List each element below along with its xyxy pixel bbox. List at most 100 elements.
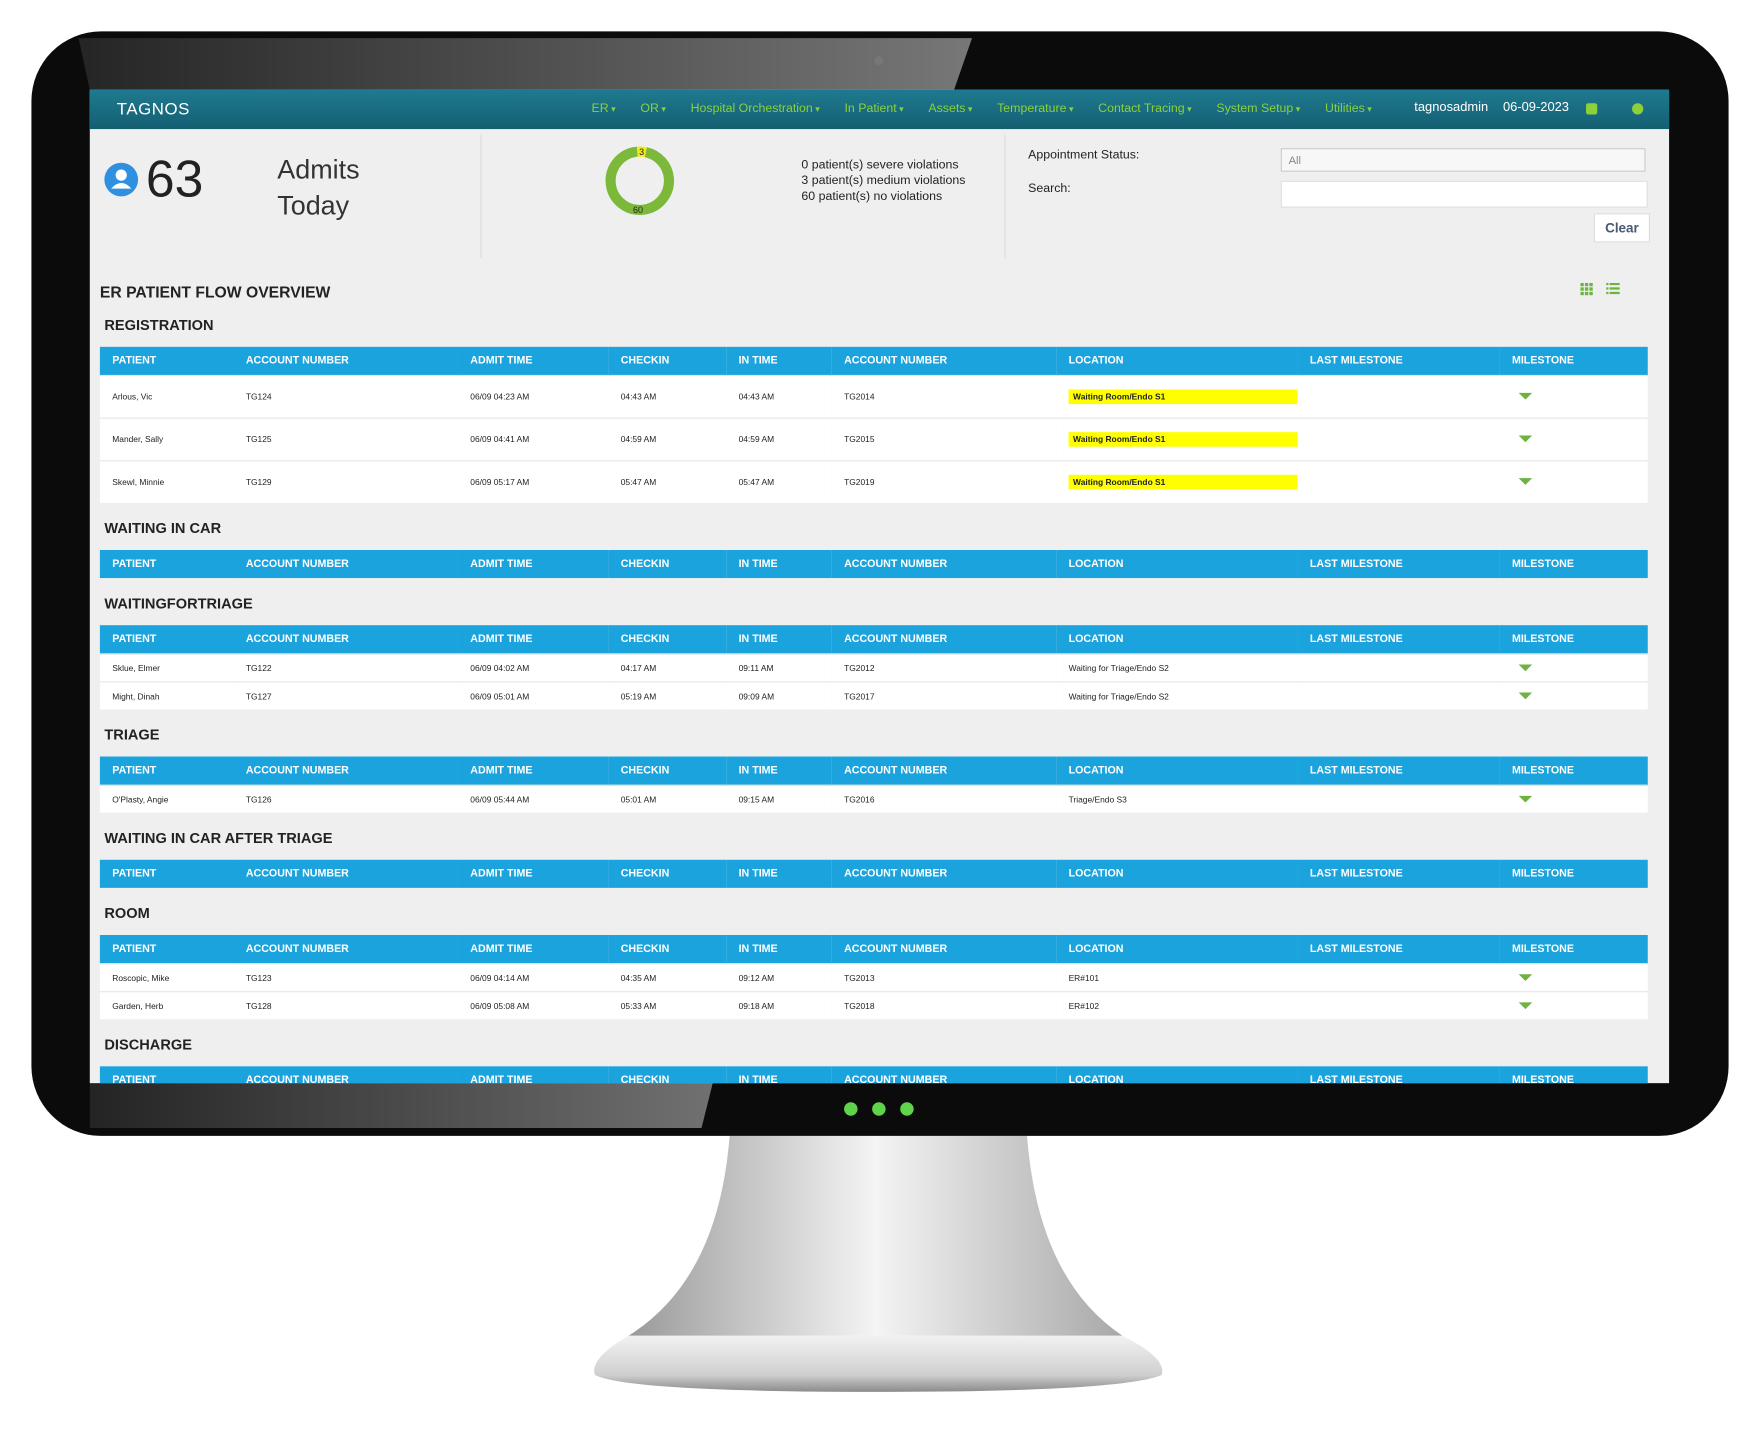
- column-header: IN TIME: [726, 550, 832, 579]
- milestone-toggle[interactable]: [1518, 1001, 1533, 1009]
- section-heading: WAITINGFORTRIAGE: [104, 594, 253, 612]
- led: [844, 1102, 858, 1116]
- status-select[interactable]: All: [1280, 148, 1646, 172]
- column-header: MILESTONE: [1499, 859, 1648, 888]
- patient-row[interactable]: O'Plasty, Angie TG126 06/09 05:44 AM 05:01 …: [99, 784, 1648, 813]
- cell: 04:59 AM: [726, 417, 832, 461]
- column-header: LAST MILESTONE: [1297, 625, 1500, 654]
- milestone-toggle[interactable]: [1518, 392, 1533, 400]
- column-header: ADMIT TIME: [457, 859, 609, 888]
- cell: 06/09 05:01 AM: [457, 681, 609, 710]
- cell: Roscopic, Mike: [99, 963, 234, 992]
- menu-item[interactable]: Utilities: [1325, 102, 1372, 115]
- menu-item[interactable]: ER: [592, 102, 616, 115]
- cell: 06/09 04:14 AM: [457, 963, 609, 992]
- milestone-toggle[interactable]: [1518, 973, 1533, 981]
- cell: 05:01 AM: [608, 784, 727, 813]
- view-toggle[interactable]: [1580, 282, 1625, 296]
- cell: TG125: [233, 417, 458, 461]
- column-header: MILESTONE: [1499, 935, 1648, 964]
- cell: TG129: [233, 460, 458, 503]
- search-input[interactable]: [1280, 180, 1648, 208]
- column-header: CHECKIN: [608, 346, 727, 376]
- menu-item[interactable]: In Patient: [844, 102, 903, 115]
- patient-row[interactable]: Might, Dinah TG127 06/09 05:01 AM 05:19 AM 0…: [99, 681, 1648, 710]
- cell: [1499, 963, 1648, 992]
- column-header: LAST MILESTONE: [1297, 756, 1500, 786]
- column-header: ADMIT TIME: [457, 346, 609, 376]
- column-header: MILESTONE: [1499, 550, 1648, 579]
- location-badge: Waiting Room/Endo S1: [1068, 474, 1298, 490]
- cell: Triage/Endo S3: [1056, 784, 1298, 813]
- navbar: TAGNOS ER OR Hospital Orchestration In Pati…: [89, 89, 1670, 130]
- cell: ER#102: [1056, 991, 1298, 1020]
- info-icon[interactable]: [1632, 103, 1644, 115]
- header-row: PATIENT ACCOUNT NUMBER ADMIT TIME CHECKIN IN…: [99, 756, 1648, 786]
- stand-neck: [628, 1135, 1123, 1336]
- milestone-toggle[interactable]: [1518, 435, 1533, 443]
- cell: O'Plasty, Angie: [99, 784, 234, 813]
- patient-row[interactable]: Arlous, Vic TG124 06/09 04:23 AM 04:43 AM 04…: [99, 374, 1648, 419]
- cell: 05:19 AM: [608, 681, 727, 710]
- milestone-toggle[interactable]: [1518, 795, 1533, 802]
- cell: [1297, 681, 1500, 710]
- menu-item[interactable]: System Setup: [1216, 102, 1300, 115]
- cell: TG126: [233, 784, 458, 813]
- column-header: ACCOUNT NUMBER: [233, 756, 458, 786]
- column-header: LAST MILESTONE: [1297, 550, 1500, 579]
- overview-title: ER PATIENT FLOW OVERVIEW: [99, 282, 331, 301]
- cell: 04:43 AM: [726, 374, 832, 419]
- section-heading: ROOM: [104, 904, 150, 922]
- table-body: O'Plasty, Angie TG126 06/09 05:44 AM 05:01 …: [99, 784, 1648, 813]
- cell: ER#101: [1056, 963, 1298, 992]
- column-header: IN TIME: [726, 756, 832, 786]
- menu-item[interactable]: OR: [640, 102, 666, 115]
- violation-donut: 3 60: [605, 146, 675, 215]
- menu-item[interactable]: Contact Tracing: [1098, 102, 1191, 115]
- logout-icon[interactable]: [1586, 103, 1598, 115]
- table-head: PATIENT ACCOUNT NUMBER ADMIT TIME CHECKIN IN…: [99, 935, 1648, 964]
- table-head: PATIENT ACCOUNT NUMBER ADMIT TIME CHECKIN IN…: [99, 625, 1648, 654]
- cell: TG123: [233, 963, 458, 992]
- column-header: CHECKIN: [608, 550, 727, 579]
- menu-item[interactable]: Temperature: [997, 102, 1073, 115]
- column-header: IN TIME: [726, 625, 832, 654]
- patient-row[interactable]: Skewl, Minnie TG129 06/09 05:17 AM 05:47 AM…: [99, 460, 1648, 503]
- patient-row[interactable]: Garden, Herb TG128 06/09 05:08 AM 05:33 AM 0…: [99, 991, 1648, 1020]
- cell: [1499, 784, 1648, 813]
- column-header: PATIENT: [99, 550, 234, 579]
- milestone-toggle[interactable]: [1518, 478, 1533, 485]
- cell: [1297, 653, 1500, 682]
- cell: TG2018: [831, 991, 1057, 1020]
- patient-row[interactable]: Roscopic, Mike TG123 06/09 04:14 AM 04:35 A…: [99, 963, 1648, 992]
- menu-item[interactable]: Assets: [928, 102, 972, 115]
- clear-button[interactable]: Clear: [1593, 213, 1651, 243]
- milestone-toggle[interactable]: [1518, 691, 1533, 699]
- column-header: ADMIT TIME: [457, 756, 609, 786]
- column-header: PATIENT: [99, 859, 234, 888]
- column-header: LAST MILESTONE: [1297, 346, 1500, 376]
- cell: Arlous, Vic: [99, 374, 234, 419]
- column-header: PATIENT: [99, 346, 234, 376]
- brand[interactable]: TAGNOS: [116, 99, 190, 119]
- cell: Mander, Sally: [99, 417, 234, 461]
- donut-label: 60: [633, 205, 643, 215]
- user-name[interactable]: tagnosadmin: [1414, 101, 1489, 115]
- table-head: PATIENT ACCOUNT NUMBER ADMIT TIME CHECKIN IN…: [99, 550, 1648, 579]
- section-heading: DISCHARGE: [104, 1036, 192, 1053]
- cell: [1499, 681, 1648, 710]
- cell: 04:17 AM: [608, 653, 727, 682]
- patient-row[interactable]: Mander, Sally TG125 06/09 04:41 AM 04:59 AM…: [99, 417, 1648, 461]
- cell: [1499, 374, 1648, 419]
- milestone-toggle[interactable]: [1518, 663, 1533, 671]
- column-header: ACCOUNT NUMBER: [831, 550, 1057, 579]
- column-header: CHECKIN: [608, 935, 727, 964]
- patient-row[interactable]: Sklue, Elmer TG122 06/09 04:02 AM 04:17 AM 0…: [99, 653, 1648, 682]
- cell: 05:33 AM: [608, 991, 727, 1020]
- menu-item[interactable]: Hospital Orchestration: [691, 102, 820, 115]
- cell: [1297, 991, 1500, 1020]
- flow-table: PATIENT ACCOUNT NUMBER ADMIT TIME CHECKIN IN…: [99, 346, 1648, 503]
- column-header: IN TIME: [726, 935, 832, 964]
